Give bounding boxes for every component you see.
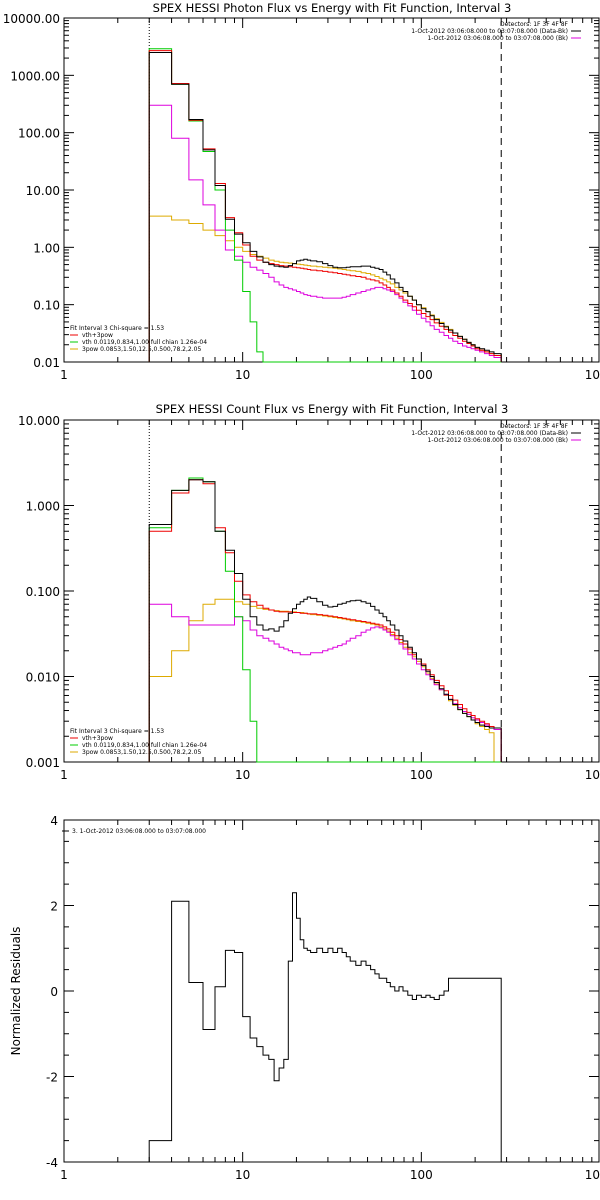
plot-frame (63, 419, 600, 763)
x-tick-label: 1000 (585, 1168, 600, 1182)
x-tick-label: 1 (60, 1168, 68, 1182)
residual-legend-label: 3. 1-Oct-2012 03:06:08.000 to 03:07:08.0… (72, 828, 206, 835)
series-4 (148, 104, 502, 362)
info-line: 1-Oct-2012 03:06:08.000 to 03:07:08.000 … (428, 35, 569, 42)
x-tick-label: 10 (235, 768, 250, 782)
panel-1-title: SPEX HESSI Photon Flux vs Energy with Fi… (153, 1, 512, 15)
x-tick-label: 100 (410, 768, 433, 782)
info-line: 1-Oct-2012 03:06:08.000 to 03:07:08.000 … (411, 28, 568, 35)
info-line: 1-Oct-2012 03:06:08.000 to 03:07:08.000 … (411, 430, 568, 437)
panel-1-info: Detectors: 1F 3F 4F 8F1-Oct-2012 03:06:0… (411, 21, 581, 42)
fit-item: vth 0.0119,0.834,1.00 full chian 1.26e-0… (82, 339, 207, 346)
x-tick-label: 1000 (585, 368, 600, 382)
y-tick-label: -2 (46, 1071, 58, 1085)
x-tick-label: 10 (235, 1168, 250, 1182)
info-line: 1-Oct-2012 03:06:08.000 to 03:07:08.000 … (428, 437, 569, 444)
plot-frame (63, 819, 600, 1163)
y-tick-label: 0.001 (26, 756, 60, 770)
plot-frame (63, 17, 600, 363)
y-tick-label: 2 (50, 900, 58, 914)
y-tick-label: 10.00 (26, 184, 60, 198)
panel-2-fit-legend: Fit Interval 3 Chi-square = 1.53vth+3pow… (70, 728, 207, 756)
fit-header: Fit Interval 3 Chi-square = 1.53 (70, 728, 164, 735)
y-tick-label: 1.00 (33, 241, 60, 255)
x-tick-label: 1000 (585, 768, 600, 782)
panel-residuals: 3. 1-Oct-2012 03:06:08.000 to 03:07:08.0… (62, 828, 206, 835)
series-2 (148, 48, 502, 363)
y-tick-label: 0.10 (33, 299, 60, 313)
y-axis-label: Normalized Residuals (9, 927, 23, 1056)
plot-1: 1 10 100 1000 0.01 0.10 1.00 10.00 100.00 1000.00… (3, 12, 600, 382)
y-tick-label: -4 (46, 1156, 58, 1170)
fit-item: vth+3pow (82, 735, 113, 742)
plot-3: 1 10 100 1000 -4 -2 0 2 4 Normalized Residuals (9, 814, 600, 1182)
x-tick-label: 1 (60, 368, 68, 382)
panel-1-fit-legend: Fit Interval 3 Chi-square = 1.53vth+3pow… (70, 325, 207, 353)
fit-item: 3pow 0.0853,1.50,12.5,0.500,78.2,2.05 (82, 346, 201, 353)
y-tick-label: 0.010 (26, 671, 60, 685)
series-0 (148, 52, 502, 362)
series-3 (148, 598, 502, 763)
y-tick-label: 1.000 (26, 500, 60, 514)
y-tick-label: 10000.00 (3, 12, 60, 26)
y-tick-label: 0 (50, 985, 58, 999)
series-2 (148, 477, 502, 763)
panel-photon: SPEX HESSI Photon Flux vs Energy with Fi… (70, 1, 581, 353)
y-tick-label: 100.00 (18, 127, 60, 141)
plot-2: 1 10 100 1000 0.001 0.010 0.100 1.000 10.000 (18, 414, 600, 782)
y-tick-label: 10.000 (18, 414, 60, 428)
info-line: Detectors: 1F 3F 4F 8F (500, 423, 569, 430)
fit-item: vth+3pow (82, 332, 113, 339)
series-0 (148, 892, 502, 1162)
y-tick-label: 0.100 (26, 585, 60, 599)
series-4 (148, 603, 502, 762)
panel-2-title: SPEX HESSI Count Flux vs Energy with Fit… (156, 402, 509, 416)
series-0 (148, 479, 502, 762)
info-line: Detectors: 1F 3F 4F 8F (500, 21, 569, 28)
fit-item: vth 0.0119,0.834,1.00 full chian 1.26e-0… (82, 742, 207, 749)
y-tick-label: 0.01 (33, 356, 60, 370)
y-tick-label: 4 (50, 814, 58, 828)
fit-header: Fit Interval 3 Chi-square = 1.53 (70, 325, 164, 332)
y-tick-label: 1000.00 (10, 69, 60, 83)
x-tick-label: 100 (410, 1168, 433, 1182)
fit-item: 3pow 0.0853,1.50,12.5,0.500,78.2,2.05 (82, 749, 201, 756)
x-tick-label: 1 (60, 768, 68, 782)
x-tick-label: 10 (235, 368, 250, 382)
panel-count: SPEX HESSI Count Flux vs Energy with Fit… (70, 402, 581, 756)
series-1 (148, 50, 502, 362)
x-tick-label: 100 (410, 368, 433, 382)
panel-2-info: Detectors: 1F 3F 4F 8F1-Oct-2012 03:06:0… (411, 423, 581, 444)
